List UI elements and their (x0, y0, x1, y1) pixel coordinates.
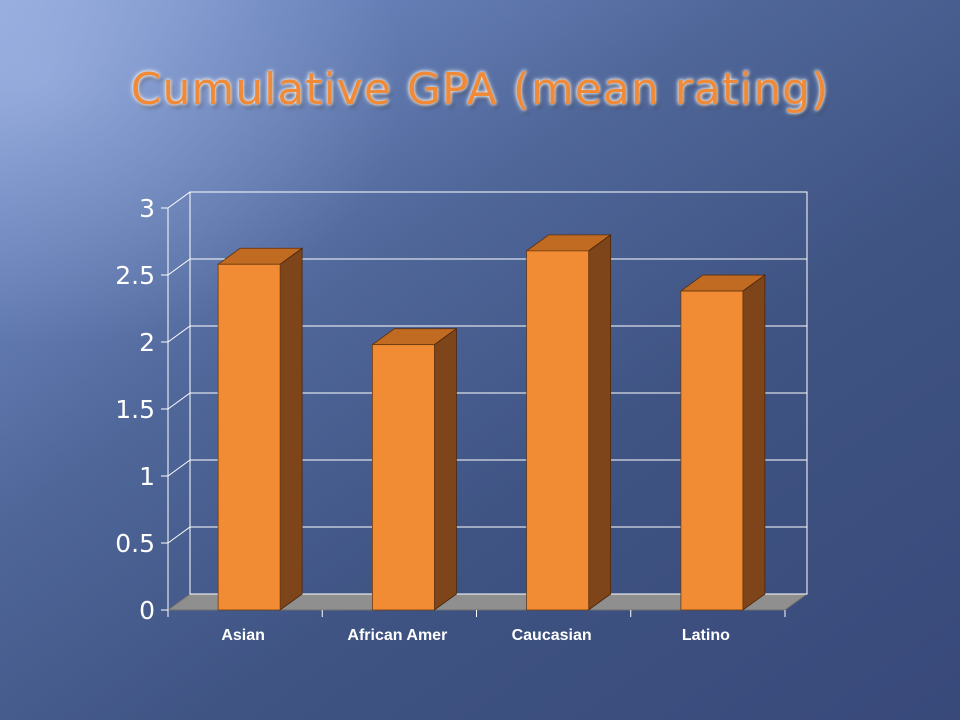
y-tick-label: 2.5 (115, 261, 155, 290)
x-category-label: Caucasian (512, 627, 592, 644)
slide-title: Cumulative GPA (mean rating) (130, 64, 830, 115)
bar-front-face (371, 344, 435, 611)
x-category-label: African Amer (347, 627, 447, 644)
x-axis-labels: Asian African Amer Caucasian Latino (221, 627, 730, 644)
bar (679, 274, 767, 611)
bar (371, 327, 458, 611)
y-tick-label: 0.5 (115, 529, 155, 558)
y-axis-ticks: 0 0.5 1 1.5 2 2.5 3 (115, 194, 155, 625)
bar (216, 247, 304, 611)
y-tick-label: 1.5 (115, 395, 155, 424)
bar-side-face (433, 327, 457, 611)
y-tick-label: 3 (139, 194, 155, 223)
x-category-label: Latino (682, 627, 730, 644)
y-tick-label: 0 (139, 596, 155, 625)
bar-series (216, 234, 767, 611)
bar-side-face (279, 247, 303, 611)
bar-front-face (526, 250, 590, 611)
bar-side-face (742, 274, 766, 611)
bar (525, 234, 612, 611)
y-tick-label: 2 (139, 328, 155, 357)
x-category-label: Asian (221, 627, 265, 644)
gridline (167, 191, 807, 209)
bar-front-face (680, 290, 744, 611)
y-tick-label: 1 (139, 462, 155, 491)
bar-front-face (217, 263, 281, 611)
bar-side-face (588, 234, 612, 611)
